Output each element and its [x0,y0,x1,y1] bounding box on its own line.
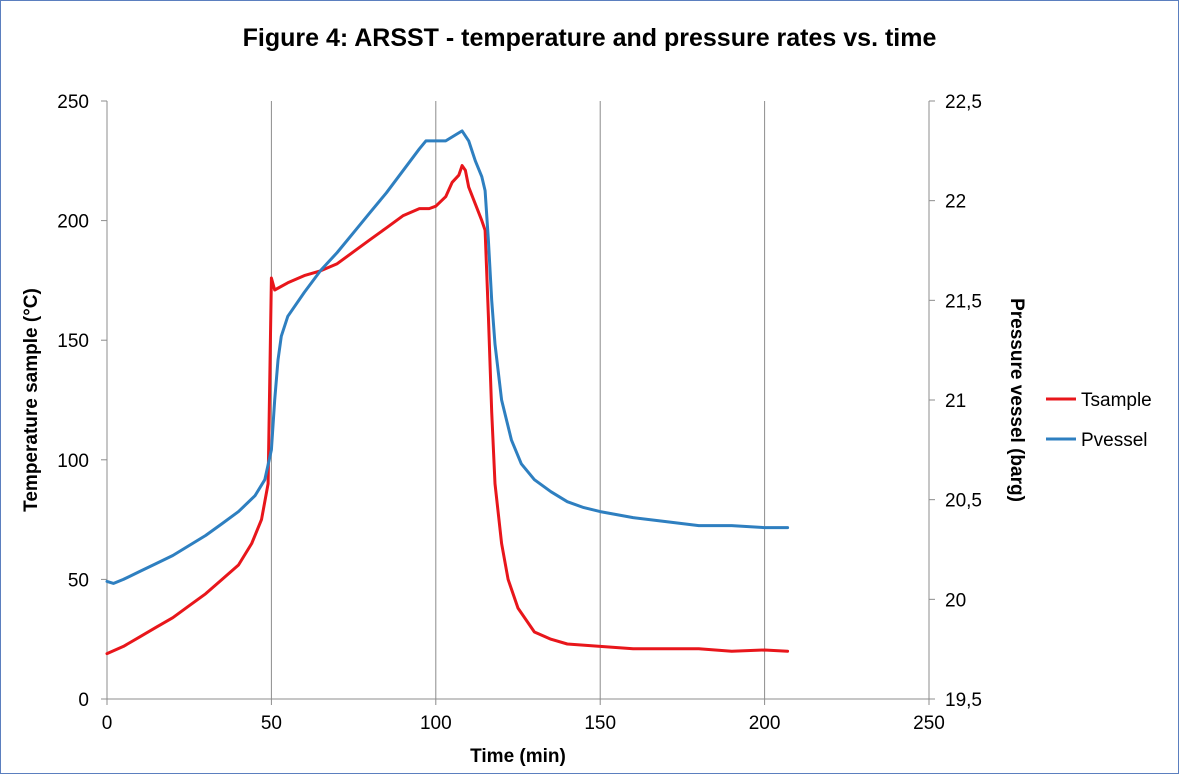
x-tick-label: 200 [749,713,781,734]
y-axis-left-label: Temperature sample (°C) [21,288,42,512]
series-lines [105,129,790,656]
y-axis-right-label: Pressure vessel (barg) [1006,298,1027,502]
x-tick-label: 250 [913,713,945,734]
y-right-tick-label: 20 [945,590,966,611]
axes [101,100,935,705]
y-right-tick-label: 22,5 [945,92,982,113]
x-tick-label: 150 [584,713,616,734]
x-tick-label: 100 [420,713,452,734]
legend: Tsample Pvessel [1046,390,1152,451]
grid-lines [270,101,930,699]
x-tick-label: 0 [102,713,113,734]
y-right-tick-label: 22 [945,192,966,213]
y-left-tick-label: 50 [68,570,89,591]
chart-title: Figure 4: ARSST - temperature and pressu… [242,24,937,52]
y-left-tick-label: 150 [57,331,89,352]
legend-label-pvessel: Pvessel [1081,430,1148,451]
y-left-tick-label: 100 [57,451,89,472]
tick-labels: 0 50 100 150 200 25005010015020025019,52020,5… [57,92,982,734]
y-left-tick-label: 250 [57,92,89,113]
legend-label-tsample: Tsample [1081,390,1152,411]
y-right-tick-label: 19,5 [945,690,982,711]
y-right-tick-label: 20,5 [945,491,982,512]
series-line-tsample [105,164,790,656]
x-tick-label: 50 [261,713,282,734]
y-right-tick-label: 21 [945,391,966,412]
y-right-tick-label: 21,5 [945,291,982,312]
y-left-tick-label: 0 [78,690,89,711]
y-left-tick-label: 200 [57,212,89,233]
series-line-pvessel [105,129,790,585]
x-axis-label: Time (min) [470,746,566,767]
